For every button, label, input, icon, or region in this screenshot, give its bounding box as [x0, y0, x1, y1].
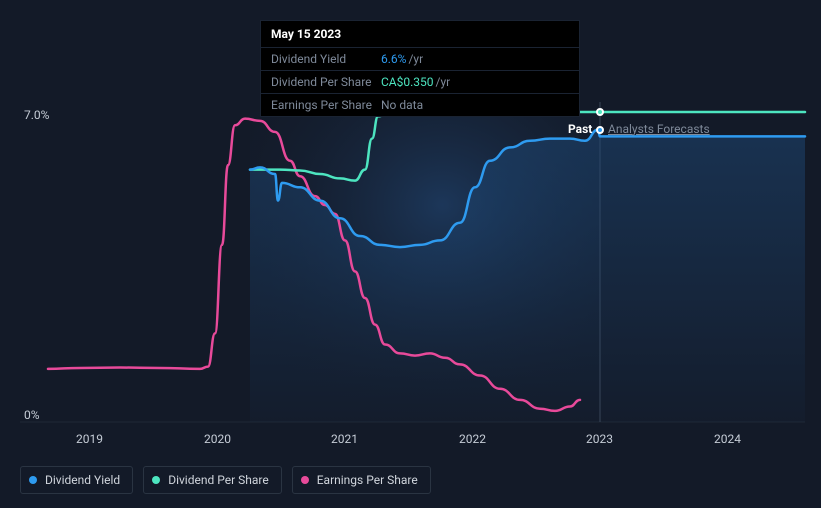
legend-item-dividend-per-share[interactable]: Dividend Per Share — [143, 466, 282, 494]
series-marker — [596, 126, 604, 134]
tooltip-row: Earnings Per ShareNo data — [261, 93, 579, 116]
legend-dot-icon — [29, 476, 37, 484]
tooltip-row-suffix: /yr — [408, 52, 423, 66]
x-tick-label: 2022 — [459, 432, 486, 446]
chart-legend: Dividend Yield Dividend Per Share Earnings… — [20, 466, 431, 494]
y-axis-min-label: 0% — [24, 408, 40, 422]
legend-item-earnings-per-share[interactable]: Earnings Per Share — [292, 466, 431, 494]
tooltip-row-label: Earnings Per Share — [271, 98, 381, 112]
x-tick-label: 2019 — [76, 432, 103, 446]
tooltip-row-value: 6.6% — [381, 52, 406, 66]
dividend-chart: 7.0% 0% 2019 2020 2021 2022 2023 2024 Past An… — [0, 0, 821, 508]
x-tick-label: 2020 — [204, 432, 231, 446]
tooltip-date: May 15 2023 — [261, 27, 579, 47]
legend-dot-icon — [301, 476, 309, 484]
analysts-forecasts-link[interactable]: Analysts Forecasts — [608, 122, 710, 136]
tooltip-row-value: CA$0.350 — [381, 75, 434, 89]
tooltip-row-suffix: /yr — [436, 75, 451, 89]
tooltip-row-label: Dividend Yield — [271, 52, 381, 66]
x-tick-label: 2024 — [714, 432, 741, 446]
tooltip-row: Dividend Yield6.6%/yr — [261, 47, 579, 70]
x-tick-label: 2023 — [586, 432, 613, 446]
tooltip-row-label: Dividend Per Share — [271, 75, 381, 89]
series-marker — [596, 108, 604, 116]
legend-dot-icon — [152, 476, 160, 484]
legend-label: Dividend Yield — [45, 473, 120, 487]
tooltip-row-value: No data — [381, 98, 423, 112]
y-axis-max-label: 7.0% — [24, 108, 49, 122]
tooltip-row: Dividend Per ShareCA$0.350/yr — [261, 70, 579, 93]
chart-tooltip: May 15 2023 Dividend Yield6.6%/yrDividen… — [260, 20, 580, 117]
legend-label: Dividend Per Share — [168, 473, 269, 487]
legend-label: Earnings Per Share — [317, 473, 418, 487]
x-tick-label: 2021 — [331, 432, 358, 446]
past-label: Past — [568, 122, 592, 136]
legend-item-dividend-yield[interactable]: Dividend Yield — [20, 466, 133, 494]
